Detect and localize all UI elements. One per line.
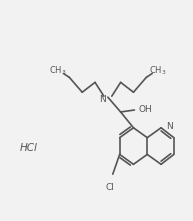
Text: N: N [100,95,106,104]
Text: OH: OH [138,105,152,114]
Text: CH$_3$: CH$_3$ [49,64,66,77]
Text: Cl: Cl [105,183,114,192]
Text: HCl: HCl [20,143,38,152]
Text: CH$_3$: CH$_3$ [149,64,167,77]
Text: N: N [166,122,173,131]
